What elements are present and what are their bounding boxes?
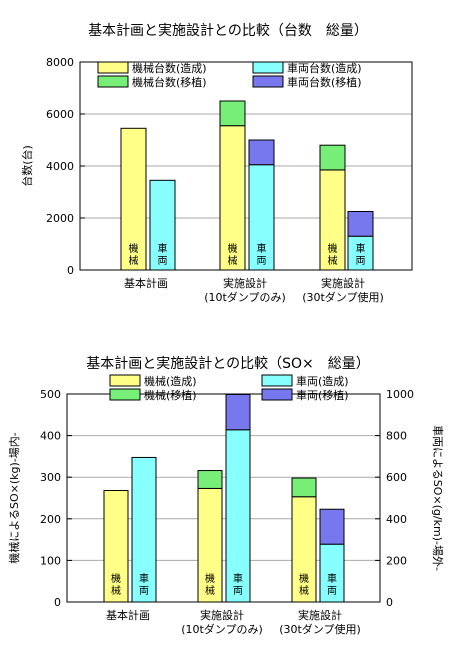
chart1-bar-label-vehicle: 両 — [356, 256, 366, 267]
chart2-y-tick-label: 200 — [40, 513, 61, 526]
chart2-y-ticks: 0 100 200 300 400 500 0 200 400 600 800 1000 — [40, 388, 414, 609]
chart1-category-label: 実施設計 — [223, 276, 267, 290]
chart1-y-tick-label: 0 — [67, 264, 74, 277]
chart2-bar-label-vehicle: 両 — [233, 586, 243, 597]
chart1-legend-swatch — [252, 61, 284, 74]
chart2-y-axis-label-right: 車両によるSO×(g/km)-場外- — [431, 425, 445, 571]
chart2-y-right-tick-label: 200 — [386, 554, 407, 567]
chart1-y-tick-label: 6000 — [46, 108, 74, 121]
chart2-bar-label-machine: 機 — [205, 572, 215, 585]
chart1-bar-label-vehicle: 両 — [257, 256, 267, 267]
chart2-y-tick-label: 500 — [40, 388, 61, 401]
chart2-category-labels: 基本計画 実施設計(10tダンプのみ)実施設計(30tダンプ使用) — [106, 608, 361, 636]
chart1-category-label: 実施設計 — [321, 276, 365, 290]
chart2-bar-label-machine: 機 — [299, 572, 309, 585]
chart2-legend-swatch — [261, 388, 293, 401]
chart1-y-tick-label: 4000 — [46, 160, 74, 173]
chart1-y-tick-label: 2000 — [46, 212, 74, 225]
chart2-legend-label: 機械(造成) — [144, 374, 197, 388]
chart2-y-right-tick-label: 600 — [386, 471, 407, 484]
chart2-bar-label-vehicle: 車 — [139, 572, 149, 585]
chart1-legend-swatch — [97, 75, 129, 88]
chart1-bar-label-machine: 械 — [129, 254, 139, 267]
chart1-bar-label-machine: 機 — [228, 242, 238, 255]
chart1-bar-machine-construction — [219, 125, 246, 271]
chart2-bar-vehicle-transplant — [225, 393, 251, 431]
chart1-y-axis-label: 台数(台) — [20, 145, 34, 187]
chart1-bar-machine-transplant — [319, 144, 346, 171]
chart2-y-right-tick-label: 0 — [386, 596, 393, 609]
chart1-category-sublabel: (10tダンプのみ) — [204, 290, 286, 304]
chart2-y-tick-label: 100 — [40, 554, 61, 567]
chart2-bar-machine-transplant — [197, 470, 223, 489]
chart2-legend-label: 機械(移植) — [144, 388, 197, 402]
chart2-bar-vehicle-transplant — [319, 508, 345, 545]
chart2-bar-machine-construction — [291, 496, 317, 603]
chart2-y-tick-label: 300 — [40, 471, 61, 484]
chart2-bar-label-machine: 機 — [111, 572, 121, 585]
chart2-bar-machine-transplant — [291, 477, 317, 498]
chart1-legend-swatch — [97, 61, 129, 74]
chart2-y-right-tick-label: 1000 — [386, 388, 414, 401]
chart1-legend-label: 機械台数(移植) — [132, 75, 207, 89]
chart1-bar-label-machine: 機 — [328, 242, 338, 255]
chart2-category-label: 実施設計 — [200, 608, 244, 622]
chart1-bar-label-vehicle: 車 — [158, 242, 168, 255]
chart2-category-label: 基本計画 — [106, 608, 150, 622]
chart1-y-ticks: 0 2000 4000 6000 8000 — [46, 56, 85, 277]
chart2-category-label: 実施設計 — [298, 608, 342, 622]
chart1-category-labels: 基本計画 実施設計(10tダンプのみ)実施設計(30tダンプ使用) — [124, 276, 384, 304]
chart2-bar-label-vehicle: 両 — [327, 586, 337, 597]
chart2-bar-label-machine: 械 — [111, 584, 121, 597]
chart1-bar-machine-construction — [120, 127, 147, 271]
chart2-legend-label: 車両(造成) — [296, 374, 349, 388]
chart2-bar-vehicle-construction — [131, 456, 157, 603]
chart1-legend-label: 車両台数(移植) — [287, 75, 362, 89]
chart1-legend-label: 機械台数(造成) — [132, 61, 207, 75]
chart2-legend: 機械(造成) 車両(造成) 機械(移植) 車両(移植) — [109, 374, 349, 402]
chart1-bar-label-vehicle: 車 — [257, 242, 267, 255]
chart2-bar-label-vehicle: 車 — [327, 572, 337, 585]
chart1-bar-machine-transplant — [219, 100, 246, 127]
chart1-bar-label-machine: 械 — [328, 254, 338, 267]
chart1-bar-label-machine: 機 — [129, 242, 139, 255]
chart2-title: 基本計画と実施設計との比較（SO× 総量） — [86, 355, 370, 372]
chart1-bar-vehicle-transplant — [347, 211, 374, 237]
chart2-y-axis-label: 機械によるSO×(kg)-場内- — [7, 432, 21, 563]
chart2-bar-label-machine: 械 — [205, 584, 215, 597]
chart2-legend-swatch — [109, 374, 141, 387]
chart1-title: 基本計画と実施設計との比較（台数 総量） — [88, 22, 368, 39]
chart1-category-label: 基本計画 — [124, 276, 168, 290]
chart2-category-sublabel: (30tダンプ使用) — [279, 622, 361, 636]
chart2-plot-frame — [66, 393, 381, 603]
chart2-legend-label: 車両(移植) — [296, 388, 349, 402]
chart1-legend: 機械台数(造成) 車両台数(造成) 機械台数(移植) 車両台数(移植) — [97, 61, 362, 89]
chart2-y-tick-label: 400 — [40, 430, 61, 443]
chart1-y-tick-label: 8000 — [46, 56, 74, 69]
chart2-y-tick-label: 0 — [54, 596, 61, 609]
chart2-bar-label-vehicle: 両 — [139, 586, 149, 597]
chart1-bar-vehicle-transplant — [248, 139, 275, 166]
chart1-bar-vehicle-construction — [149, 179, 176, 271]
chart2-y-right-tick-label: 800 — [386, 430, 407, 443]
chart1-bar-label-vehicle: 車 — [356, 242, 366, 255]
chart1-legend-label: 車両台数(造成) — [287, 61, 362, 75]
chart2-legend-swatch — [109, 388, 141, 401]
chart2-y-right-tick-label: 400 — [386, 513, 407, 526]
chart2-bar-label-vehicle: 車 — [233, 572, 243, 585]
chart2-category-sublabel: (10tダンプのみ) — [181, 622, 263, 636]
chart2-legend-swatch — [261, 374, 293, 387]
chart1-bar-label-machine: 械 — [228, 254, 238, 267]
chart2-bar-machine-construction — [103, 490, 129, 603]
chart2-bar-label-machine: 械 — [299, 584, 309, 597]
chart1-category-sublabel: (30tダンプ使用) — [302, 290, 384, 304]
chart1-bar-label-vehicle: 両 — [158, 256, 168, 267]
chart1-legend-swatch — [252, 75, 284, 88]
